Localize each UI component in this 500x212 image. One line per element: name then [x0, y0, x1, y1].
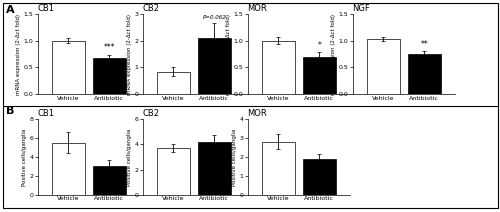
Bar	[157, 148, 190, 195]
Text: A: A	[6, 5, 14, 15]
Bar	[93, 58, 126, 94]
Bar	[303, 159, 336, 195]
Y-axis label: Positive cells/ganglia: Positive cells/ganglia	[126, 128, 132, 186]
Y-axis label: Positive cells/ganglia: Positive cells/ganglia	[22, 128, 26, 186]
Text: **: **	[420, 40, 428, 49]
Bar	[303, 57, 336, 94]
Text: B: B	[6, 106, 14, 116]
Text: ***: ***	[104, 43, 115, 52]
Bar	[408, 54, 440, 94]
Y-axis label: mRNA expression (2-Δct fold): mRNA expression (2-Δct fold)	[126, 14, 132, 95]
Bar	[367, 39, 400, 94]
Text: *: *	[318, 41, 321, 50]
Y-axis label: mRNA expression (2-Δct fold): mRNA expression (2-Δct fold)	[226, 14, 231, 95]
Bar	[52, 41, 84, 94]
Y-axis label: mRNA expression (2-Δct fold): mRNA expression (2-Δct fold)	[331, 14, 336, 95]
Y-axis label: mRNA expression (2-Δct fold): mRNA expression (2-Δct fold)	[16, 14, 21, 95]
Bar	[93, 166, 126, 195]
Text: NGF: NGF	[352, 4, 370, 13]
Text: CB2: CB2	[142, 109, 160, 118]
Text: CB1: CB1	[38, 109, 54, 118]
Bar	[262, 41, 294, 94]
Y-axis label: Positive cells/ganglia: Positive cells/ganglia	[232, 128, 236, 186]
Text: P=0.062: P=0.062	[202, 15, 226, 20]
Bar	[52, 142, 84, 195]
Text: MOR: MOR	[248, 109, 267, 118]
Text: MOR: MOR	[248, 4, 267, 13]
Text: CB2: CB2	[142, 4, 160, 13]
Text: CB1: CB1	[38, 4, 54, 13]
Bar	[157, 71, 190, 94]
Bar	[198, 38, 230, 94]
Bar	[198, 142, 230, 195]
Bar	[262, 142, 294, 195]
